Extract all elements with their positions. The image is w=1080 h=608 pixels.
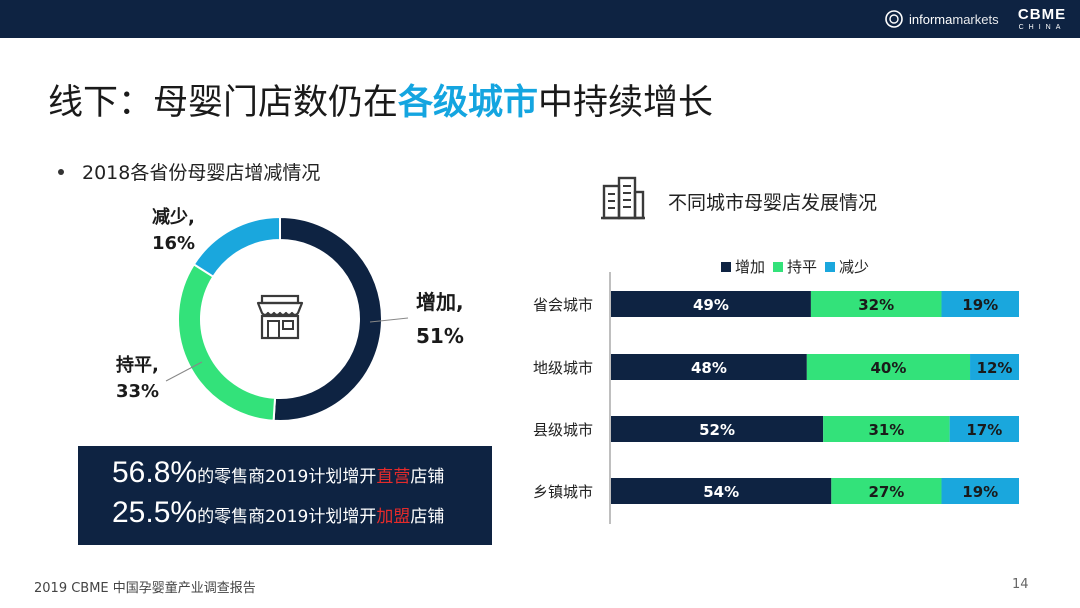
bar-value-label: 48% bbox=[691, 359, 727, 377]
bar-value-label: 12% bbox=[977, 359, 1013, 377]
bar-segment-increase bbox=[611, 478, 832, 504]
summary-line-franchise: 25.5%的零售商2019计划增开加盟店铺 bbox=[112, 496, 492, 536]
summary-line-direct: 56.8%的零售商2019计划增开直营店铺 bbox=[112, 456, 492, 496]
bar-segment-decrease bbox=[941, 478, 1019, 504]
legend-item-decrease: 减少 bbox=[825, 256, 869, 277]
bar-segment-increase bbox=[611, 416, 824, 442]
bar-value-label: 32% bbox=[858, 296, 894, 314]
bar-value-label: 40% bbox=[870, 359, 906, 377]
legend-label-decrease: 减少 bbox=[839, 258, 870, 276]
title-highlight: 各级城市 bbox=[398, 83, 539, 123]
bar-category-label: 乡镇城市 bbox=[533, 483, 593, 501]
summary-direct-tail: 店铺 bbox=[410, 467, 445, 487]
bar-value-label: 49% bbox=[693, 296, 729, 314]
bar-segment-decrease bbox=[949, 416, 1019, 442]
legend-label-flat: 持平 bbox=[787, 258, 818, 276]
bar-category-axis bbox=[609, 272, 611, 524]
donut-subtitle-text: 2018各省份母婴店增减情况 bbox=[82, 162, 321, 184]
bar-category-label: 县级城市 bbox=[533, 421, 593, 439]
title-part-2: 中持续增长 bbox=[538, 83, 714, 123]
bar-value-label: 31% bbox=[868, 421, 904, 439]
bar-segment-increase bbox=[611, 354, 807, 380]
bullet-dot bbox=[58, 168, 64, 175]
bar-value-label: 27% bbox=[868, 483, 904, 501]
donut-label-increase-value: 51% bbox=[416, 324, 464, 348]
cbme-china: CHINA bbox=[1018, 24, 1066, 31]
informa-ring-icon bbox=[885, 10, 903, 28]
legend-swatch-increase bbox=[721, 261, 731, 272]
donut-label-decrease-value: 16% bbox=[152, 233, 196, 254]
summary-franchise-emph: 加盟 bbox=[376, 507, 411, 527]
bar-segment-decrease bbox=[941, 291, 1019, 317]
bar-category-label: 地级城市 bbox=[533, 359, 593, 377]
legend-label-increase: 增加 bbox=[735, 258, 766, 276]
summary-franchise-pct: 25.5% bbox=[112, 496, 198, 529]
legend-swatch-decrease bbox=[825, 261, 836, 272]
bar-value-label: 54% bbox=[703, 483, 739, 501]
bar-chart-title: 不同城市母婴店发展情况 bbox=[668, 192, 878, 214]
footer-source: 2019 CBME 中国孕婴童产业调查报告 bbox=[34, 581, 256, 596]
summary-direct-pct: 56.8% bbox=[112, 456, 198, 489]
legend-item-flat: 持平 bbox=[773, 256, 817, 277]
legend-swatch-flat bbox=[773, 261, 784, 272]
cbme-logo: CBME CHINA bbox=[1014, 7, 1070, 32]
store-icon bbox=[256, 294, 304, 340]
summary-direct-emph: 直营 bbox=[376, 467, 411, 487]
bar-category-label: 省会城市 bbox=[533, 296, 593, 314]
donut-slice-decrease bbox=[192, 215, 281, 279]
summary-franchise-text: 的零售商2019计划增开 bbox=[197, 507, 377, 527]
summary-direct-text: 的零售商2019计划增开 bbox=[197, 467, 377, 487]
bar-segment-decrease bbox=[970, 354, 1019, 380]
bar-legend: 增加 持平 减少 bbox=[721, 256, 877, 277]
bar-value-label: 17% bbox=[966, 421, 1002, 439]
bar-segment-flat bbox=[806, 354, 971, 380]
bar-value-label: 19% bbox=[962, 483, 998, 501]
donut-label-increase-name: 增加, bbox=[416, 290, 464, 314]
donut-label-decrease-name: 减少, bbox=[152, 207, 195, 228]
cbme-wordmark: CBME bbox=[1017, 6, 1067, 23]
bar-segment-flat bbox=[823, 416, 950, 442]
donut-label-flat-value: 33% bbox=[116, 381, 160, 402]
page-title: 线下：母婴门店数仍在各级城市中持续增长 bbox=[48, 74, 713, 125]
informa-markets-logo: informa markets bbox=[884, 8, 999, 30]
leader-line-flat bbox=[165, 361, 203, 382]
donut-label-flat: 持平, 33% bbox=[116, 353, 159, 405]
donut-label-decrease: 减少, 16% bbox=[152, 205, 195, 257]
summary-box: 56.8%的零售商2019计划增开直营店铺 25.5%的零售商2019计划增开加… bbox=[78, 446, 492, 545]
top-bar: informa markets CBME CHINA bbox=[0, 0, 1080, 38]
informa-wordmark: informa bbox=[909, 11, 953, 27]
donut-slice-flat bbox=[177, 262, 277, 422]
bar-value-label: 52% bbox=[699, 421, 735, 439]
donut-label-increase: 增加, 51% bbox=[416, 285, 464, 353]
leader-line-increase bbox=[369, 317, 409, 323]
legend-item-increase: 增加 bbox=[721, 256, 765, 277]
summary-franchise-tail: 店铺 bbox=[410, 507, 445, 527]
donut-subtitle: 2018各省份母婴店增减情况 bbox=[58, 158, 320, 185]
page-number: 14 bbox=[1012, 577, 1029, 592]
donut-label-flat-name: 持平, bbox=[116, 355, 159, 376]
title-part-1: 线下：母婴门店数仍在 bbox=[48, 83, 399, 123]
building-icon bbox=[601, 176, 645, 220]
markets-wordmark: markets bbox=[952, 11, 999, 27]
bar-segment-increase bbox=[611, 291, 811, 317]
bar-value-label: 19% bbox=[962, 296, 998, 314]
bar-segment-flat bbox=[831, 478, 942, 504]
bar-segment-flat bbox=[810, 291, 942, 317]
